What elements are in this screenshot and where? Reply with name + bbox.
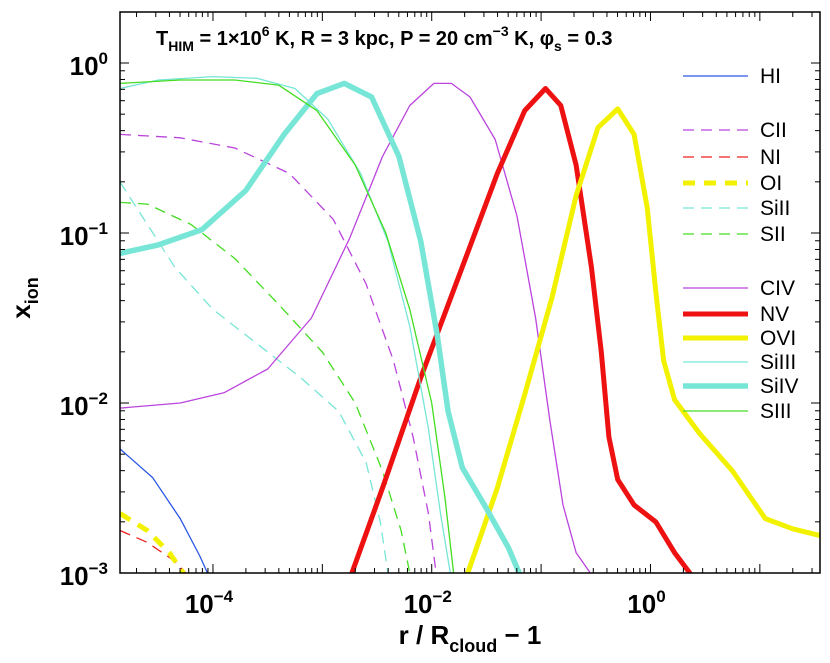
legend-label-SiIII: SiIII [760,351,796,374]
legend-label-OVI: OVI [760,327,796,350]
series-SiIV [120,80,522,573]
chart-title: THIM = 1×106 K, R = 3 kpc, P = 20 cm−3 K… [156,23,612,54]
y-tick-label: 100 [70,49,108,81]
x-axis-label: r / Rcloud − 1 [399,620,542,656]
series-OVI [465,106,820,573]
series-NV [349,86,693,573]
y-axis-label: xion [6,277,42,318]
series-CIV [120,82,591,573]
x-tick-label: 10−2 [404,587,452,619]
legend-label-SiII: SiII [760,197,790,220]
legend-label-SIII: SIII [760,400,792,423]
series-NI [120,529,187,573]
legend-label-SII: SII [760,223,786,246]
y-tick-label: 10−1 [60,219,108,251]
y-tick-label: 10−2 [60,389,108,421]
x-tick-label: 10−4 [185,587,234,619]
legend-label-CIV: CIV [760,277,795,300]
plot-frame [119,11,821,574]
legend-label-NI: NI [760,146,781,169]
series-layer [120,75,820,573]
series-SiII [120,181,389,573]
legend-label-OI: OI [760,172,782,195]
legend-label-HI: HI [760,65,781,88]
legend-label-SiIV: SiIV [760,375,799,398]
series-HI [120,448,209,573]
y-tick-label: 10−3 [60,559,108,591]
tick-layer: 10−4 10−2 100 100 10−1 10−2 10−3 [60,12,820,619]
series-CII [120,133,437,573]
legend-label-NV: NV [760,303,789,326]
series-SII [120,201,411,573]
series-SIII [120,79,455,573]
series-OI [120,511,186,573]
legend-label-CII: CII [760,119,787,142]
series-SiIII [120,75,451,573]
x-tick-label: 100 [627,587,665,619]
